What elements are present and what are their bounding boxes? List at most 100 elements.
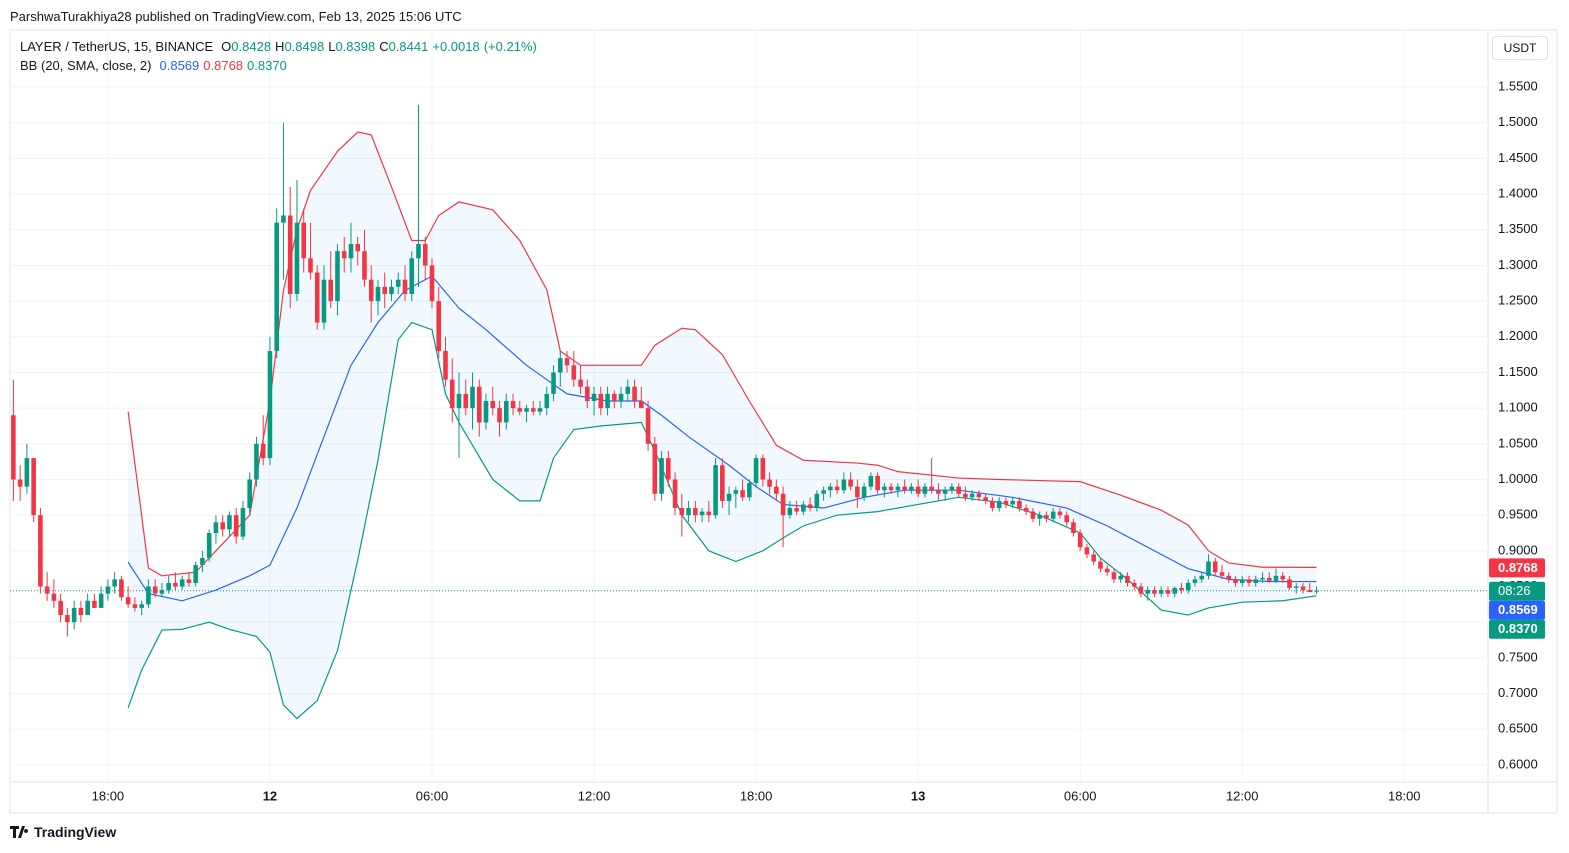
- candle-body: [956, 486, 961, 494]
- candle-body: [456, 393, 462, 409]
- candle-body: [672, 479, 678, 509]
- legend-item: H0.8498: [275, 39, 324, 54]
- candle-body: [65, 615, 70, 623]
- candle-body: [321, 279, 327, 323]
- candle-body: [1071, 522, 1076, 533]
- candle-body: [740, 490, 745, 498]
- candle-body: [976, 493, 982, 498]
- candle-body: [807, 504, 813, 509]
- y-tick-label: 1.5500: [1498, 79, 1538, 94]
- candle-body: [713, 465, 718, 516]
- candle-body: [1172, 587, 1178, 594]
- candle-body: [281, 215, 286, 223]
- candle-body: [254, 443, 259, 480]
- currency-button[interactable]: USDT: [1492, 36, 1548, 60]
- y-tick-label: 1.0000: [1498, 471, 1538, 486]
- candle-body: [132, 604, 138, 608]
- candle-body: [1300, 586, 1306, 591]
- candle-body: [443, 351, 448, 380]
- y-tick-label: 1.4000: [1498, 186, 1538, 201]
- candle-body: [895, 486, 901, 491]
- candle-body: [429, 265, 435, 302]
- symbol-title: LAYER / TetherUS, 15, BINANCE: [20, 39, 214, 54]
- candle-body: [929, 486, 934, 491]
- candle-body: [564, 358, 570, 366]
- bb-legend: BB (20, SMA, close, 2) 0.8569 0.8768 0.837…: [20, 58, 287, 73]
- legend-value: 0.8428: [231, 39, 272, 54]
- candle-body: [1226, 575, 1232, 580]
- candle-body: [1138, 586, 1144, 594]
- candle-body: [119, 579, 124, 598]
- candle-body: [152, 586, 158, 594]
- candle-body: [1185, 582, 1191, 591]
- brand-name: TradingView: [34, 824, 117, 840]
- candle-body: [1064, 515, 1069, 523]
- candle-body: [625, 386, 631, 394]
- candle-body: [949, 486, 955, 491]
- candle-body: [294, 222, 300, 294]
- y-tick-label: 1.5000: [1498, 114, 1538, 129]
- current-price-box: [1489, 581, 1545, 601]
- x-tick-label: 18:00: [92, 788, 125, 803]
- chart-frame: [9, 29, 1558, 814]
- candle-body: [861, 486, 867, 498]
- candle-body: [821, 490, 826, 494]
- candle-body: [875, 475, 880, 491]
- candle-body: [1077, 532, 1083, 548]
- price-label-box: [1489, 619, 1545, 639]
- candle-body: [733, 490, 739, 494]
- candle-body: [227, 515, 232, 530]
- candle-body: [686, 508, 691, 516]
- candle-body: [1287, 579, 1292, 588]
- candle-body: [1017, 500, 1022, 509]
- publisher-header: ParshwaTurakhiya28 published on TradingV…: [10, 9, 462, 24]
- candle-body: [1023, 508, 1029, 512]
- candle-body: [1212, 561, 1218, 573]
- candle-body: [1246, 579, 1252, 583]
- candle-body: [389, 286, 394, 294]
- candle-body: [882, 486, 887, 491]
- candle-body: [490, 401, 496, 409]
- candle-body: [24, 458, 30, 487]
- candle-body: [1104, 568, 1110, 573]
- candle-body: [71, 607, 77, 623]
- candle-body: [1314, 590, 1319, 592]
- y-tick-label: 1.1000: [1498, 400, 1538, 415]
- candle-body: [969, 493, 975, 498]
- candle-body: [395, 279, 401, 287]
- legend-item: O0.8428: [221, 39, 271, 54]
- y-tick-label: 1.2000: [1498, 328, 1538, 343]
- candle-body: [814, 493, 820, 509]
- bb-value: 0.8569: [159, 58, 200, 73]
- candle-body: [1084, 547, 1090, 555]
- candle-body: [470, 386, 475, 409]
- candle-body: [747, 483, 752, 498]
- candle-body: [652, 443, 658, 494]
- legend-key: L: [328, 39, 336, 54]
- candle-body: [1050, 511, 1056, 519]
- legend-key: O: [221, 39, 232, 54]
- candle-body: [1199, 575, 1205, 580]
- candle-body: [1206, 561, 1211, 576]
- candle-body: [449, 379, 455, 409]
- candle-body: [179, 579, 185, 587]
- candle-body: [416, 244, 421, 259]
- price-label-box: [1489, 600, 1545, 620]
- candle-body: [848, 479, 853, 487]
- price-label: 0.8370: [1498, 621, 1538, 636]
- y-tick-label: 1.0500: [1498, 435, 1538, 450]
- candle-body: [274, 222, 280, 352]
- candle-body: [44, 586, 50, 594]
- candle-body: [571, 365, 577, 380]
- candle-body: [220, 522, 225, 530]
- candle-body: [942, 490, 948, 494]
- bb-value: 0.8768: [203, 58, 244, 73]
- y-tick-label: 0.7000: [1498, 685, 1538, 700]
- candle-body: [1044, 515, 1049, 519]
- candle-body: [1260, 577, 1265, 580]
- candle-body: [38, 515, 43, 587]
- y-tick-label: 0.9000: [1498, 542, 1538, 557]
- candle-body: [1125, 575, 1130, 583]
